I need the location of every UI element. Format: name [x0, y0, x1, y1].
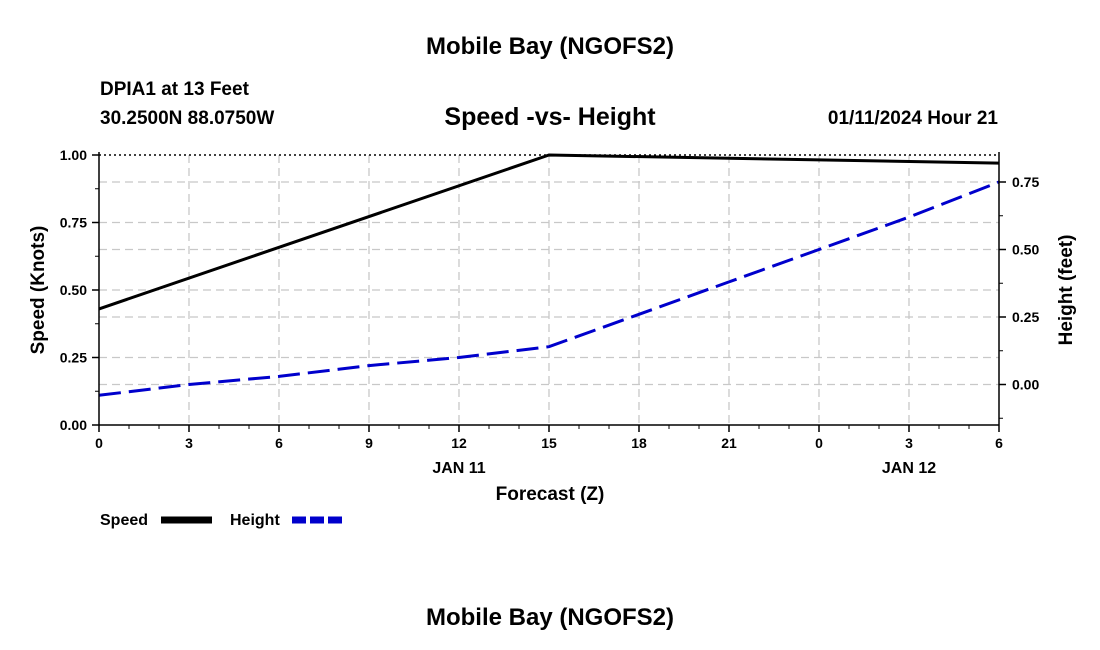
x-tick-label: 0: [95, 435, 103, 451]
series-lines: [98, 153, 1000, 397]
coordinates-label: 30.2500N 88.0750W: [100, 108, 274, 129]
x-tick-label: 18: [631, 435, 647, 451]
x-date-label: JAN 11: [432, 460, 485, 477]
footer-title: Mobile Bay (NGOFS2): [426, 604, 674, 631]
station-label: DPIA1 at 13 Feet: [100, 79, 250, 100]
y-tick-label: 0.75: [60, 215, 87, 231]
x-tick-label: 9: [365, 435, 373, 451]
datetime-label: 01/11/2024 Hour 21: [828, 108, 998, 129]
series-line-speed: [98, 153, 1000, 311]
y2-tick-label: 0.00: [1012, 377, 1039, 393]
x-tick-label: 21: [721, 435, 737, 451]
y-tick-label: 1.00: [60, 147, 87, 163]
x-tick-label: 6: [995, 435, 1003, 451]
x-tick-label: 12: [451, 435, 467, 451]
legend-height-label: Height: [230, 512, 280, 529]
x-tick-label: 3: [185, 435, 193, 451]
chart-title: Speed -vs- Height: [444, 103, 656, 131]
legend-speed-label: Speed: [100, 512, 148, 529]
x-tick-label: 3: [905, 435, 913, 451]
x-tick-label: 0: [815, 435, 823, 451]
x-tick-label: 15: [541, 435, 557, 451]
y2-axis-label: Height (feet): [1056, 235, 1077, 346]
y-axis-label: Speed (Knots): [28, 226, 49, 355]
y-tick-label: 0.50: [60, 282, 87, 298]
grid-lines: [99, 154, 999, 425]
y2-tick-label: 0.75: [1012, 174, 1039, 190]
y-tick-label: 0.25: [60, 350, 87, 366]
x-axis-label: Forecast (Z): [496, 484, 605, 505]
y-tick-label: 0.00: [60, 417, 87, 433]
page-title: Mobile Bay (NGOFS2): [426, 33, 674, 60]
x-tick-label: 6: [275, 435, 283, 451]
x-date-label: JAN 12: [882, 460, 936, 477]
y2-tick-label: 0.50: [1012, 242, 1039, 258]
y2-tick-label: 0.25: [1012, 309, 1039, 325]
legend: Speed Height: [100, 512, 342, 529]
axis-ticks: 0 3 6 9 12 15 18 21 0 3 6 JAN 11 JAN 12 0.00 0.25 0.50 0…: [60, 147, 1040, 477]
series-line-height: [98, 180, 1000, 397]
